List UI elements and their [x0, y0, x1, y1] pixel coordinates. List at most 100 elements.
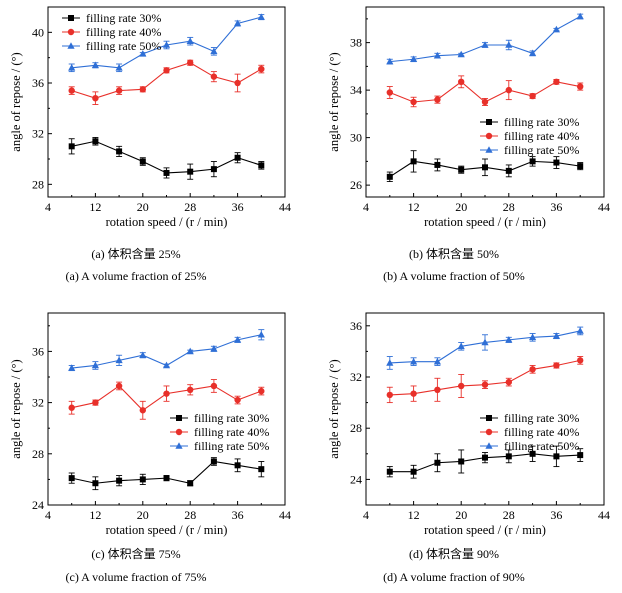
panel-caption-en: (a) A volume fraction of 25%: [66, 269, 207, 283]
legend-entry: filling rate 30%: [170, 411, 269, 425]
chart-panel-a: 4 12 20 28 36 44 28 32 36 40 rotation speed / (r /…: [9, 6, 291, 283]
legend-entry: filling rate 50%: [480, 439, 579, 453]
data-point-circle: [553, 362, 560, 369]
data-point-triangle: [433, 51, 441, 59]
data-point-circle: [481, 98, 489, 106]
data-point-circle: [529, 366, 536, 373]
x-tick-label: 4: [363, 200, 369, 214]
data-point-triangle: [410, 55, 418, 63]
series-2: [386, 356, 584, 404]
x-tick-label: 20: [137, 508, 149, 522]
data-point-circle: [115, 87, 123, 94]
panel-caption-en: (d) A volume fraction of 90%: [383, 570, 525, 584]
panel-caption-cn: (c) 体积含量 75%: [91, 546, 180, 561]
data-point-circle: [210, 382, 218, 390]
y-tick-label: 28: [350, 421, 362, 435]
series-2: [68, 379, 265, 420]
legend-label: filling rate 50%: [194, 439, 269, 453]
data-point-triangle: [67, 42, 75, 49]
y-tick-label: 28: [32, 177, 44, 191]
data-point-triangle: [457, 50, 465, 58]
data-point-triangle: [68, 64, 76, 71]
legend-entry: filling rate 40%: [62, 25, 161, 39]
data-point-triangle: [505, 336, 513, 343]
data-point-square: [410, 468, 417, 475]
data-point-triangle: [410, 357, 418, 365]
data-point-circle: [458, 382, 465, 390]
x-tick-label: 28: [503, 508, 515, 522]
y-tick-label: 34: [350, 83, 362, 97]
series-line: [389, 16, 581, 63]
data-point-square: [458, 166, 465, 173]
legend-label: filling rate 40%: [86, 25, 161, 39]
y-axis-label: angle of repose / (°): [9, 359, 23, 458]
series-3: [386, 12, 584, 65]
legend-label: filling rate 40%: [504, 425, 579, 439]
data-point-square: [210, 458, 217, 465]
data-point-circle: [210, 73, 218, 80]
data-point-square: [482, 164, 488, 171]
y-tick-label: 32: [32, 396, 44, 410]
panel-caption-cn: (b) 体积含量 50%: [409, 246, 499, 261]
chart-panel-c: 4 12 20 28 36 44 24 28 32 36 rotation speed / (r /…: [9, 312, 291, 584]
data-point-triangle: [162, 41, 171, 48]
data-point-triangle: [139, 351, 147, 359]
x-tick-label: 36: [550, 200, 562, 214]
data-point-circle: [258, 387, 265, 395]
chart-panel-b: 4 12 20 28 36 44 26 30 34 38 rotation speed / (r /…: [327, 6, 610, 283]
panel-caption-cn: (a) 体积含量 25%: [91, 246, 180, 261]
legend-label: filling rate 40%: [504, 129, 579, 143]
data-point-circle: [163, 67, 170, 74]
series-2: [386, 75, 584, 108]
data-point-triangle: [210, 47, 218, 55]
data-point-square: [139, 158, 146, 165]
x-tick-label: 12: [89, 508, 101, 522]
y-tick-label: 36: [32, 76, 44, 90]
y-tick-label: 36: [32, 344, 44, 358]
data-point-square: [505, 167, 512, 174]
series-3: [386, 326, 584, 370]
data-point-triangle: [552, 332, 560, 339]
y-tick-label: 26: [350, 178, 362, 192]
data-point-circle: [553, 78, 560, 86]
data-point-circle: [386, 391, 393, 399]
data-point-circle: [92, 95, 99, 102]
data-point-square: [486, 415, 492, 421]
data-point-circle: [410, 390, 417, 397]
x-axis-label: rotation speed / (r / min): [106, 215, 228, 229]
data-point-square: [577, 163, 584, 170]
data-point-circle: [92, 399, 99, 406]
legend-label: filling rate 50%: [504, 439, 579, 453]
data-point-triangle: [386, 57, 394, 65]
y-tick-label: 38: [350, 36, 362, 50]
data-point-circle: [163, 390, 170, 397]
legend-label: filling rate 50%: [86, 39, 161, 53]
data-point-triangle: [505, 41, 513, 48]
data-point-square: [68, 143, 75, 150]
data-point-triangle: [186, 347, 194, 355]
x-tick-label: 36: [232, 200, 244, 214]
y-tick-label: 28: [32, 447, 44, 461]
chart-panel-d: 4 12 20 28 36 44 24 28 32 36 rotation speed / (r /…: [327, 312, 610, 584]
data-point-square: [458, 458, 465, 465]
legend-entry: filling rate 40%: [170, 425, 269, 439]
x-tick-label: 36: [550, 508, 562, 522]
data-point-circle: [410, 98, 417, 106]
data-point-square: [486, 119, 492, 125]
data-point-triangle: [234, 19, 242, 27]
data-point-circle: [485, 132, 493, 140]
legend-entry: filling rate 40%: [480, 425, 579, 439]
x-tick-label: 4: [363, 508, 369, 522]
legend-label: filling rate 30%: [194, 411, 269, 425]
data-point-circle: [234, 396, 241, 404]
data-point-triangle: [576, 12, 584, 20]
data-point-square: [234, 462, 241, 469]
data-point-triangle: [485, 146, 493, 153]
data-point-circle: [577, 83, 584, 90]
y-tick-label: 24: [350, 472, 362, 486]
data-point-triangle: [529, 333, 537, 341]
data-point-triangle: [91, 61, 99, 69]
data-point-square: [176, 415, 182, 421]
x-tick-label: 44: [598, 200, 610, 214]
data-point-circle: [434, 386, 441, 393]
